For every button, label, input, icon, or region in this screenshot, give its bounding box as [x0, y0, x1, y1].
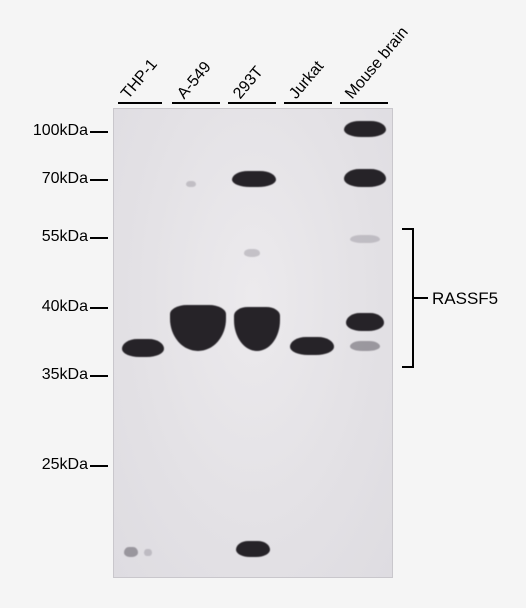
blot-band [344, 121, 386, 137]
mw-tick [90, 465, 108, 467]
lane-label-jurkat: Jurkat [286, 58, 328, 103]
blot-band [350, 341, 380, 351]
mw-tick [90, 237, 108, 239]
mw-tick [90, 131, 108, 133]
blot-band [346, 313, 384, 331]
mw-label-25: 25kDa [8, 456, 88, 474]
lane-label-mousebrain: Mouse brain [342, 24, 412, 103]
lane-label-thp1: THP-1 [118, 56, 162, 103]
lane-underline [118, 102, 162, 104]
blot-band [122, 339, 164, 357]
lane-label-293t: 293T [230, 63, 267, 103]
blot-band [344, 169, 386, 187]
mw-label-40: 40kDa [8, 298, 88, 316]
lane-underline [172, 102, 220, 104]
blot-band [124, 547, 138, 557]
mw-label-35: 35kDa [8, 366, 88, 384]
lane-underline [228, 102, 276, 104]
target-label: RASSF5 [432, 289, 498, 309]
bracket-arm [414, 297, 428, 299]
target-bracket [398, 228, 414, 368]
mw-label-100: 100kDa [8, 122, 88, 140]
western-blot-figure: 100kDa 70kDa 55kDa 40kDa 35kDa 25kDa THP… [0, 0, 526, 608]
lane-underline [340, 102, 388, 104]
blot-band [232, 171, 276, 187]
blot-band [244, 249, 260, 257]
mw-tick [90, 179, 108, 181]
mw-tick [90, 375, 108, 377]
blot-band [290, 337, 334, 355]
blot-membrane [113, 108, 393, 578]
mw-tick [90, 307, 108, 309]
blot-band [234, 307, 280, 351]
blot-band [144, 549, 152, 556]
mw-label-70: 70kDa [8, 170, 88, 188]
blot-band [170, 305, 226, 351]
lane-underline [284, 102, 332, 104]
blot-band [186, 181, 196, 187]
mw-label-55: 55kDa [8, 228, 88, 246]
blot-band [236, 541, 270, 557]
blot-band [350, 235, 380, 243]
lane-label-a549: A-549 [174, 59, 215, 103]
